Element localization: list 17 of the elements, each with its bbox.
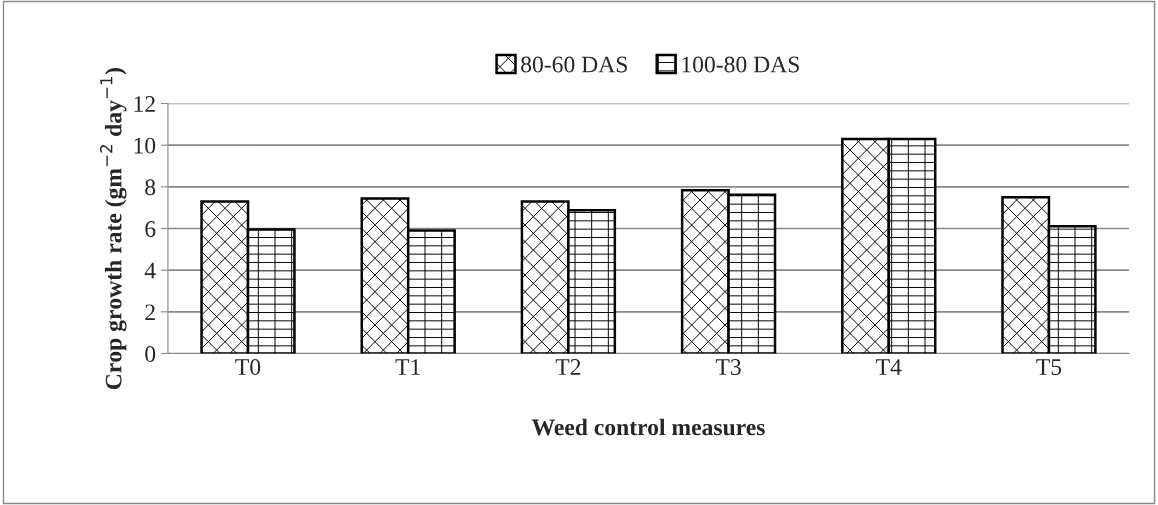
- legend-label: 80-60 DAS: [521, 56, 627, 73]
- y-tick-label: 0: [145, 345, 156, 362]
- y-tick-label: 12: [134, 96, 155, 112]
- x-tick-label: T2: [555, 359, 581, 375]
- x-tick-label: T3: [715, 359, 741, 375]
- y-tick-label: 2: [145, 304, 155, 321]
- y-axis-title: Crop growth rate (gm$^{−2}$ day$^{−1}$): [100, 68, 127, 390]
- y-tick-label: 4: [144, 262, 156, 279]
- legend-label: 100-80 DAS: [682, 56, 799, 73]
- x-tick-label: T5: [1036, 359, 1062, 375]
- y-tick-label: 6: [145, 221, 156, 237]
- x-tick-label: T1: [395, 359, 420, 375]
- x-axis-title: Weed control measures: [531, 418, 765, 436]
- y-tick-label: 10: [134, 137, 156, 154]
- y-tick-label: 8: [145, 179, 156, 196]
- x-tick-label: T4: [876, 359, 902, 375]
- x-tick-label: T0: [235, 359, 261, 375]
